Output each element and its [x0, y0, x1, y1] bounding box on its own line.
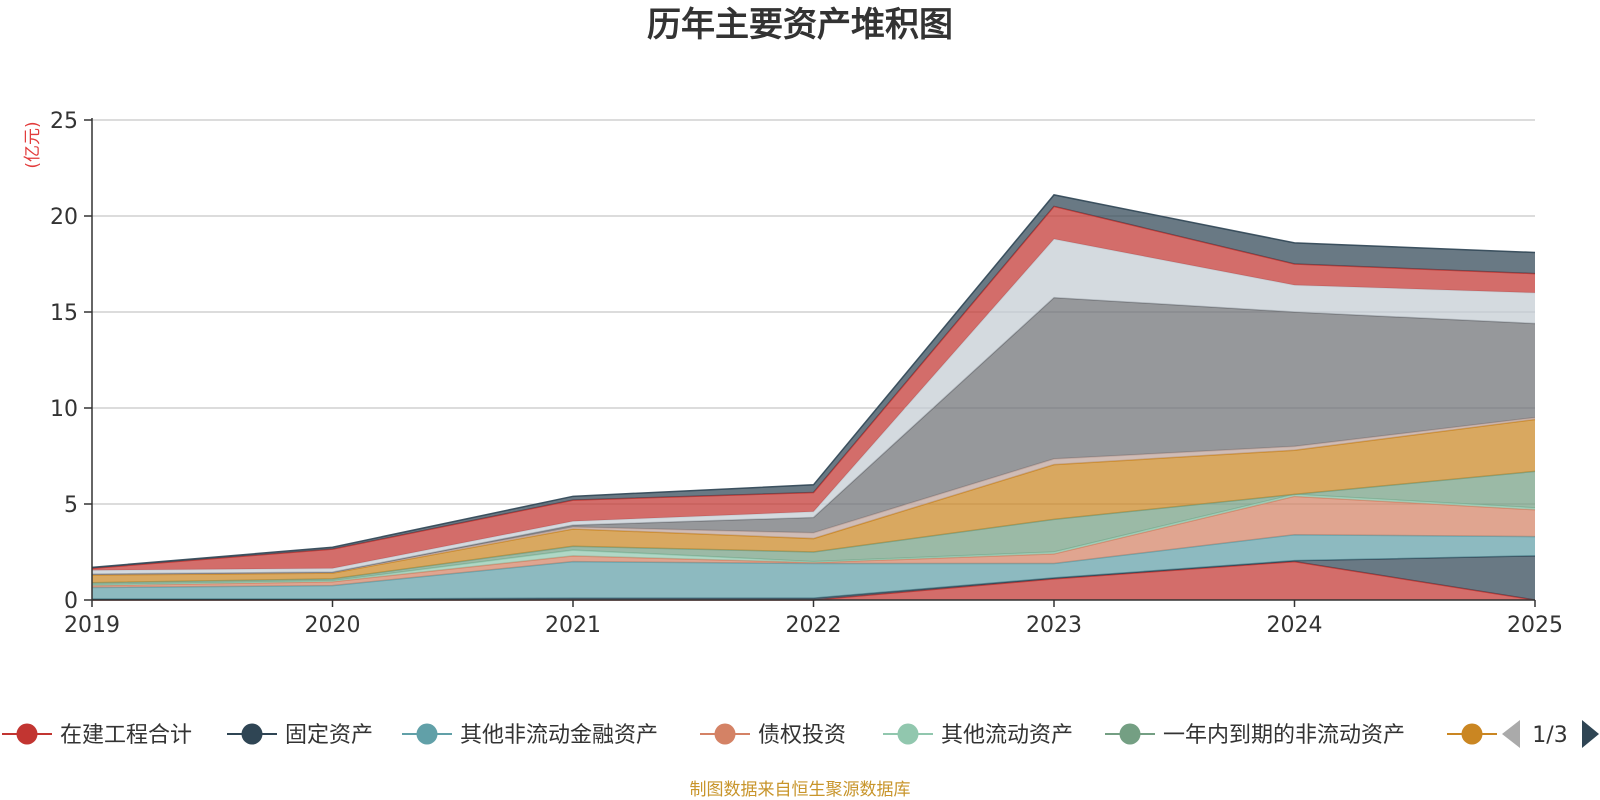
y-tick-label: 25	[50, 109, 78, 134]
legend-item-5[interactable]: 一年内到期的非流动资产	[1105, 723, 1405, 748]
legend-item-3[interactable]: 债权投资	[700, 723, 846, 748]
legend-item-2[interactable]: 其他非流动金融资产	[402, 723, 658, 748]
x-tick-label: 2019	[64, 613, 120, 638]
legend-marker	[241, 723, 263, 745]
legend-label: 一年内到期的非流动资产	[1163, 723, 1405, 748]
x-tick-label: 2020	[305, 613, 361, 638]
legend-pager: 1/3	[1502, 720, 1599, 748]
prev-page-icon[interactable]	[1502, 720, 1520, 748]
x-tick-label: 2025	[1507, 613, 1563, 638]
x-tick-label: 2022	[786, 613, 842, 638]
chart-title: 历年主要资产堆积图	[647, 5, 953, 45]
legend-label: 债权投资	[758, 723, 846, 748]
y-tick-label: 20	[50, 205, 78, 230]
y-tick-label: 10	[50, 397, 78, 422]
area-series-10	[92, 206, 1535, 571]
x-tick-label: 2021	[545, 613, 601, 638]
area-series-6	[92, 419, 1535, 583]
legend-marker	[416, 723, 438, 745]
next-page-icon[interactable]	[1582, 720, 1599, 748]
x-tick-label: 2023	[1026, 613, 1082, 638]
legend-item-6[interactable]	[1447, 723, 1497, 745]
y-tick-label: 5	[64, 493, 78, 518]
area-series-1	[92, 555, 1535, 600]
legend-label: 其他非流动金融资产	[460, 723, 658, 748]
y-axis-unit: (亿元)	[23, 121, 43, 168]
legend-item-1[interactable]: 固定资产	[227, 723, 373, 748]
y-tick-label: 0	[64, 589, 78, 614]
legend-item-0[interactable]: 在建工程合计	[2, 723, 192, 748]
source-note: 制图数据来自恒生聚源数据库	[690, 780, 911, 800]
legend-label: 固定资产	[285, 723, 373, 748]
x-tick-label: 2024	[1267, 613, 1323, 638]
area-series	[91, 194, 1536, 601]
legend-item-4[interactable]: 其他流动资产	[883, 723, 1073, 748]
page-indicator: 1/3	[1532, 723, 1567, 748]
legend-marker	[897, 723, 919, 745]
legend-label: 其他流动资产	[941, 723, 1073, 748]
legend-marker	[16, 723, 38, 745]
area-series-0	[92, 561, 1535, 600]
area-series-2	[92, 534, 1535, 600]
area-series-7	[92, 417, 1535, 576]
legend-marker	[1119, 723, 1141, 745]
legend-marker	[714, 723, 736, 745]
series-line-11	[91, 194, 1536, 569]
legend-marker	[1461, 723, 1483, 745]
legend-label: 在建工程合计	[60, 723, 192, 748]
legend: 在建工程合计 固定资产 其他非流动金融资产 债权投资 其他流动资产 一年内到期的非流动资产…	[2, 720, 1599, 748]
y-tick-label: 15	[50, 301, 78, 326]
area-series-8	[92, 297, 1535, 575]
area-series-3	[92, 496, 1535, 588]
